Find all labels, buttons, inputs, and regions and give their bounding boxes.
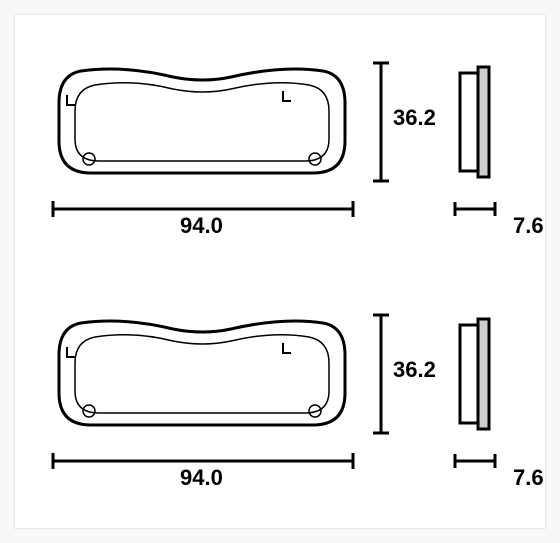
pad-face-1 [53,63,351,181]
dim-thick-2 [447,451,503,471]
pad-side-2 [457,315,493,433]
dim-height-1-label: 36.2 [393,105,436,131]
dim-height-2-label: 36.2 [393,357,436,383]
dim-height-2 [371,305,391,443]
dim-width-2-label: 94.0 [180,465,223,491]
pad-face-2 [53,315,351,433]
pad-side-1 [457,63,493,181]
dim-height-1 [371,53,391,191]
dim-thick-1-label: 7.6 [513,213,544,239]
dim-width-1-label: 94.0 [180,213,223,239]
side-backplate [478,67,489,177]
dim-thick-1 [447,199,503,219]
side-friction [460,325,478,423]
dim-thick-2-label: 7.6 [513,465,544,491]
diagram-panel: 36.2 94.0 7.6 [14,14,546,529]
side-friction [460,73,478,171]
diagram-canvas: 36.2 94.0 7.6 [0,0,560,543]
side-backplate [478,319,489,429]
